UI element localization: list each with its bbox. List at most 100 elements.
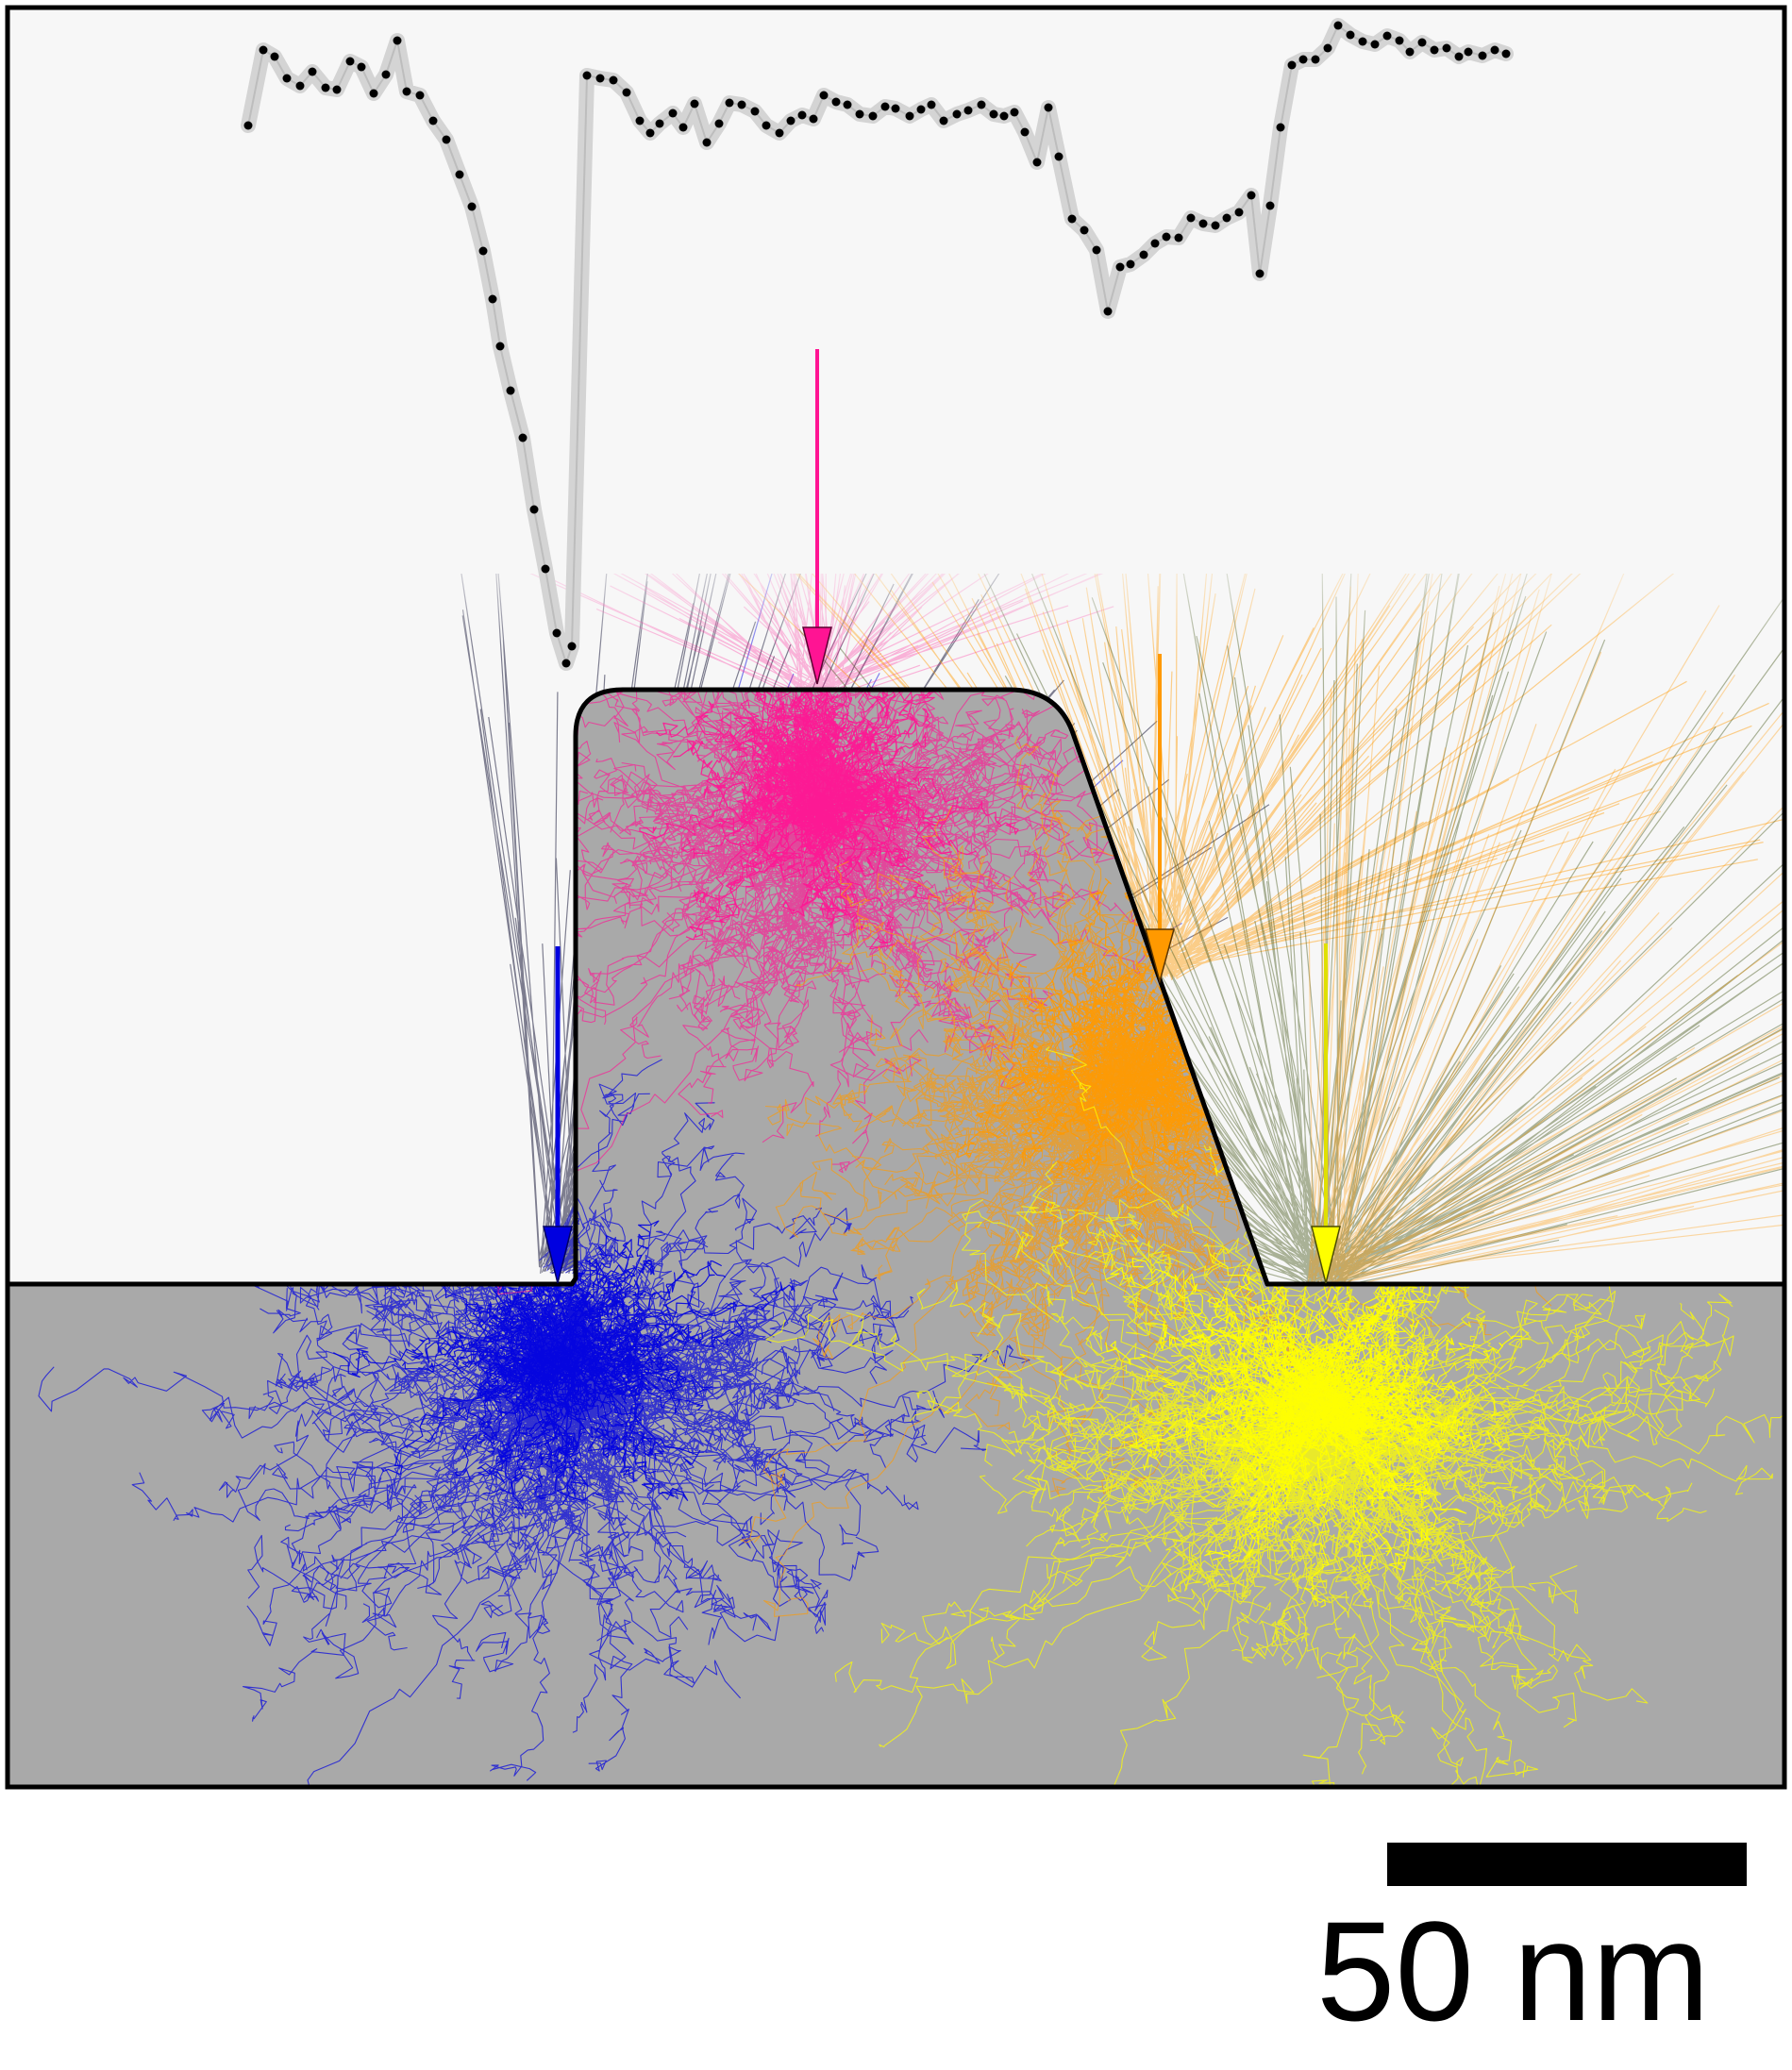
- profile-point: [1395, 36, 1404, 45]
- profile-point: [478, 246, 488, 256]
- profile-point: [488, 294, 497, 304]
- profile-point: [725, 98, 734, 108]
- profile-point: [1054, 152, 1063, 161]
- profile-point: [1370, 40, 1380, 49]
- profile-point: [552, 628, 561, 638]
- profile-point: [321, 83, 330, 92]
- profile-point: [541, 564, 550, 574]
- profile-point: [939, 116, 948, 125]
- beam-arrow-blue: [543, 946, 573, 1284]
- profile-point: [1501, 49, 1511, 58]
- profile-point: [797, 110, 807, 120]
- profile-point: [1490, 45, 1499, 55]
- profile-point: [1222, 213, 1231, 223]
- profile-point: [467, 202, 477, 211]
- yellow-beam-secondary-rays-2: [1307, 459, 1783, 1284]
- profile-point: [1067, 214, 1077, 224]
- profile-point: [1478, 51, 1487, 60]
- profile-point: [1080, 225, 1089, 235]
- blue-scattering-core: [333, 1177, 796, 1510]
- profile-point: [270, 52, 279, 61]
- profile-point: [1198, 219, 1208, 228]
- profile-point: [402, 87, 411, 96]
- profile-point: [714, 119, 724, 128]
- profile-point: [843, 100, 852, 109]
- beam-arrow-orange: [1145, 654, 1175, 984]
- profile-point: [1126, 259, 1135, 269]
- linescan-profile: [241, 18, 1514, 671]
- yellow-scattering-core: [1105, 1199, 1523, 1608]
- profile-point: [786, 116, 796, 125]
- profile-point: [1405, 47, 1415, 57]
- profile-point: [506, 386, 515, 395]
- profile-point: [1265, 201, 1275, 210]
- profile-point: [645, 128, 655, 138]
- profile-point: [1247, 191, 1256, 200]
- profile-point: [442, 135, 451, 144]
- profile-point: [529, 505, 539, 514]
- profile-point: [809, 114, 818, 124]
- profile-point: [609, 75, 618, 85]
- profile-point: [977, 100, 986, 109]
- profile-point: [259, 45, 268, 55]
- profile-point: [381, 70, 391, 79]
- profile-point: [1234, 208, 1244, 217]
- profile-point: [891, 104, 900, 113]
- profile-point: [1454, 52, 1464, 61]
- profile-point: [927, 100, 936, 109]
- profile-point: [282, 74, 292, 83]
- profile-point: [999, 111, 1009, 121]
- profile-point: [1092, 245, 1101, 255]
- profile-point: [1442, 43, 1451, 53]
- profile-point: [1287, 60, 1297, 70]
- profile-point: [582, 71, 592, 80]
- profile-point: [1417, 38, 1427, 47]
- profile-point: [1333, 21, 1343, 30]
- profile-point: [1186, 213, 1196, 223]
- profile-point: [690, 99, 699, 109]
- profile-point: [635, 116, 645, 125]
- profile-point: [1044, 103, 1053, 112]
- profile-point: [1020, 127, 1030, 137]
- profile-point: [1358, 37, 1367, 46]
- profile-point: [415, 91, 425, 100]
- profile-point: [1382, 31, 1392, 41]
- profile-point: [357, 62, 366, 72]
- magenta-scattering-core: [639, 690, 1019, 950]
- profile-point: [819, 91, 829, 100]
- profile-point: [1464, 47, 1473, 57]
- profile-point: [655, 119, 664, 128]
- profile-point: [1103, 307, 1113, 316]
- profile-point: [1323, 43, 1332, 53]
- profile-point: [737, 100, 746, 109]
- profile-point: [668, 109, 678, 118]
- profile-point: [855, 109, 864, 119]
- profile-point: [295, 81, 305, 91]
- profile-point: [595, 74, 605, 83]
- profile-point: [243, 121, 253, 130]
- profile-point: [831, 97, 841, 107]
- profile-point: [989, 109, 998, 119]
- substrate-and-ridge: [9, 690, 1783, 1785]
- profile-point: [952, 109, 962, 119]
- profile-point: [567, 642, 577, 651]
- profile-point: [308, 67, 317, 76]
- profile-point: [1211, 221, 1220, 230]
- beam-arrow-magenta: [802, 349, 832, 685]
- profile-points: [243, 21, 1511, 668]
- profile-point: [1346, 30, 1355, 40]
- profile-point: [345, 57, 355, 66]
- plot-frame: [5, 5, 1787, 1790]
- profile-point: [495, 342, 505, 351]
- profile-point: [1255, 269, 1264, 278]
- profile-point: [916, 105, 926, 114]
- profile-point: [750, 107, 760, 116]
- profile-point: [393, 36, 402, 45]
- profile-point: [1162, 232, 1171, 242]
- profile-point: [369, 89, 378, 98]
- profile-point: [622, 88, 631, 97]
- profile-point: [428, 116, 438, 125]
- profile-point: [1298, 55, 1308, 64]
- beam-arrow-yellow: [1311, 943, 1341, 1284]
